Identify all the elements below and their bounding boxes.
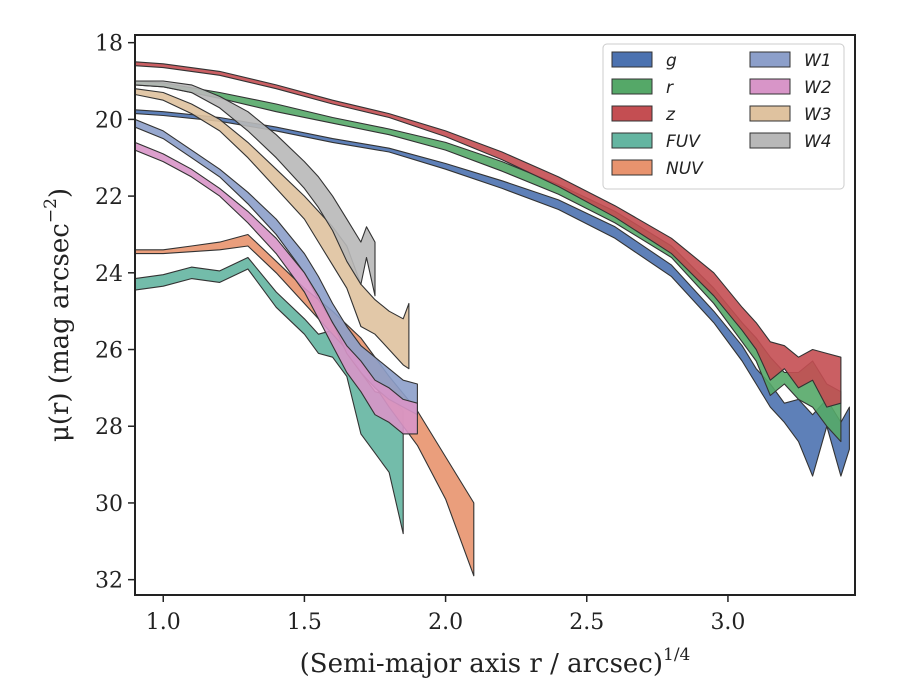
y-tick-label: 22 [95,185,123,210]
y-tick-label: 26 [95,339,123,364]
series-bands [135,61,850,577]
y-axis-label-text: μ(r) (mag arcsec [45,223,75,442]
legend-swatch-w1 [749,51,791,68]
y-tick-label: 32 [95,569,123,594]
x-axis-ticks: 1.0 1.5 2.0 2.5 3.0 [146,595,745,635]
legend-label-w1: W1 [804,51,832,71]
legend-label-w2: W2 [804,78,832,98]
legend-label-g: g [666,51,677,71]
legend-label-fuv: FUV [666,132,701,152]
band-w3 [135,88,410,370]
legend-label-r: r [666,78,674,98]
legend-swatch-w3 [749,105,791,122]
y-tick-label: 24 [95,262,123,287]
legend: grz FUV NUV W1 W2 W3 W4 [602,43,845,190]
y-tick-label: 30 [95,492,123,517]
band-fuv [135,256,404,535]
x-tick-label: 2.0 [428,610,463,635]
legend-label-w4: W4 [804,132,832,152]
y-tick-label: 18 [95,32,123,57]
x-axis-label-text: (Semi-major axis r / arcsec) [300,649,663,679]
x-tick-label: 3.0 [710,610,745,635]
y-axis-ticks: 18 20 22 24 26 28 30 32 [95,32,135,594]
legend-label-w3: W3 [804,105,832,125]
band-r [135,80,842,443]
y-tick-label: 28 [95,415,123,440]
legend-label-nuv: NUV [666,159,704,179]
y-axis-label: μ(r) (mag arcsec−2) [41,188,75,442]
y-axis-label-close: ) [45,188,75,198]
x-tick-label: 2.5 [569,610,604,635]
legend-swatch-fuv [611,132,653,149]
band-g [135,109,850,477]
x-axis-label-exponent: 1/4 [663,645,690,665]
legend-swatch-z [611,105,653,122]
legend-swatch-g [611,51,653,68]
legend-label-z: z [665,105,676,125]
band-w2 [135,141,418,435]
y-axis-label-exponent: −2 [41,198,61,223]
band-z [135,61,842,408]
legend-swatch-nuv [611,159,653,176]
band-w4 [135,80,376,297]
legend-swatch-w2 [749,78,791,95]
x-tick-label: 1.0 [146,610,181,635]
plot-frame [134,34,856,596]
y-tick-label: 20 [95,108,123,133]
x-axis-label: (Semi-major axis r / arcsec)1/4 [300,645,691,679]
legend-swatch-r [611,78,653,95]
x-tick-label: 1.5 [287,610,322,635]
legend-swatch-w4 [749,132,791,149]
